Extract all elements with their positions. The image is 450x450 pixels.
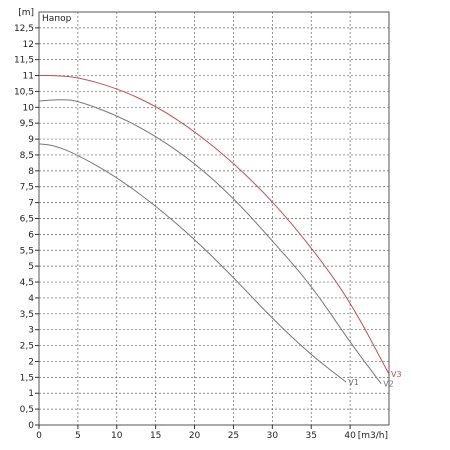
y-tick-label: 4 [28,294,34,304]
y-tick-label: 10,5 [14,87,34,97]
y-tick-label: 11,5 [14,56,34,66]
y-tick-label: 3 [28,326,34,336]
axis-layer: 00,511,522,533,544,555,566,577,588,599,5… [14,8,388,441]
y-tick-label: 5 [28,262,34,272]
y-tick-label: 9,5 [20,119,34,129]
y-tick-label: 6 [28,230,34,240]
y-tick-label: 8 [28,167,34,177]
y-tick-label: 5,5 [20,246,34,256]
x-tick-label: 5 [75,431,81,441]
y-tick-label: 8,5 [20,151,34,161]
x-tick-label: 30 [267,431,279,441]
x-tick-label: 15 [150,431,161,441]
y-tick-label: 11 [23,72,34,82]
plot-frame [38,11,390,426]
chart-title: Напор [42,14,72,24]
y-tick-label: 12 [23,40,34,50]
x-tick-label: 20 [189,431,201,441]
y-tick-label: 1,5 [20,373,34,383]
series-line-v2 [38,99,382,385]
y-tick-label: 0 [28,421,34,431]
y-tick-label: 7,5 [20,183,34,193]
y-tick-label: 3,5 [20,310,34,320]
y-axis-label: [m] [18,8,34,18]
y-tick-label: 2,5 [20,342,34,352]
x-tick-label: 25 [228,431,239,441]
grid-layer [38,11,390,426]
series-line-v1 [38,143,347,383]
y-tick-label: 7 [28,199,34,209]
series-label-v2: V2 [383,380,394,389]
series-label-v3: V3 [391,370,402,379]
x-tick-label: 35 [305,431,316,441]
y-tick-label: 12,5 [14,24,34,34]
y-tick-label: 4,5 [20,278,34,288]
series-label-v1: V1 [348,378,359,387]
y-tick-label: 1 [28,389,34,399]
x-axis-label: [m3/h] [358,431,388,441]
x-tick-label: 40 [344,431,356,441]
y-tick-label: 9 [28,135,34,145]
x-tick-label: 10 [111,431,123,441]
y-tick-label: 6,5 [20,215,34,225]
x-tick-label: 0 [36,431,42,441]
y-tick-label: 10 [23,103,35,113]
y-tick-label: 2 [28,357,34,367]
series-line-v3 [39,75,390,375]
y-tick-label: 0,5 [20,405,34,415]
series-layer [38,75,390,385]
